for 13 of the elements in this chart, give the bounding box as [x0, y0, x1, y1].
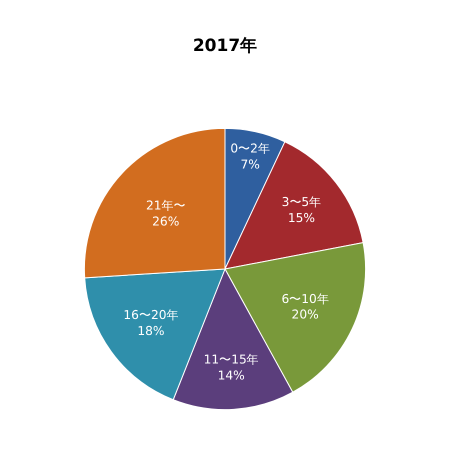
data-label: 26%	[152, 214, 180, 228]
slice-label: 16〜20年	[123, 308, 178, 322]
slice-label: 6〜10年	[281, 292, 329, 306]
data-label: 7%	[240, 157, 260, 172]
slice-label: 11〜15年	[204, 352, 259, 367]
slice-label: 21年〜	[146, 198, 186, 212]
data-label: 14%	[218, 368, 245, 382]
data-label: 18%	[137, 324, 165, 338]
slice-label: 0〜2年	[230, 141, 270, 156]
slice-label: 3〜5年	[282, 194, 322, 209]
chart-title: 2017年	[192, 36, 258, 56]
data-label: 15%	[288, 210, 315, 225]
data-label: 20%	[292, 308, 319, 322]
